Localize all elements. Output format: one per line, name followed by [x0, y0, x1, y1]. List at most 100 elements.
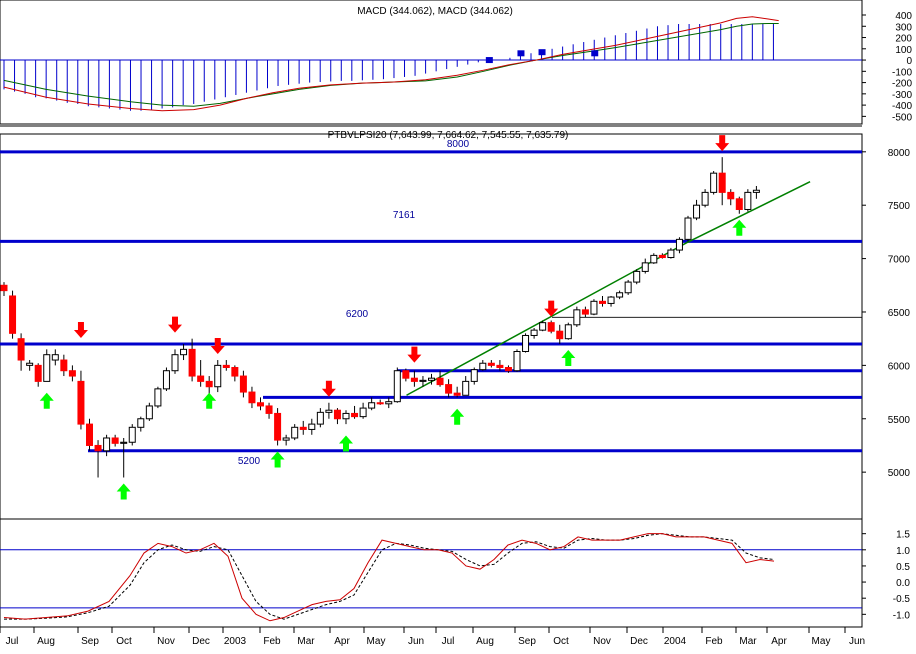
macd-title: MACD (344.062), MACD (344.062) — [357, 6, 513, 17]
sell-arrow-icon — [715, 135, 730, 152]
candle-up — [462, 380, 470, 396]
x-axis-tick-label: Jul — [6, 636, 19, 647]
candle-up — [51, 354, 59, 361]
candle-down — [436, 377, 444, 386]
x-axis-tick-label: Mar — [297, 636, 315, 647]
candle-up — [137, 418, 145, 428]
candle-up — [693, 204, 701, 219]
candle-up — [419, 379, 427, 382]
macd-ytick-label: 0 — [906, 56, 912, 67]
x-axis-tick-label: May — [367, 636, 386, 647]
candle-down — [77, 380, 85, 425]
candle-down — [111, 437, 119, 444]
candle-down — [581, 309, 589, 315]
x-axis-tick-label: Aug — [476, 636, 494, 647]
x-axis-tick-label: Oct — [553, 636, 569, 647]
candle-down — [86, 423, 93, 446]
buy-arrow-icon — [270, 451, 285, 468]
candle-down — [351, 412, 359, 418]
stochastic-panel-frame — [0, 518, 863, 628]
candle-down — [68, 370, 76, 377]
macd-ytick-label: 400 — [895, 11, 912, 22]
stochastic-ytick-label: 1.5 — [896, 530, 910, 541]
sell-arrow-icon — [544, 300, 559, 317]
candle-down — [410, 377, 418, 382]
x-axis-tick-label: Dec — [192, 636, 210, 647]
candle-up — [359, 407, 367, 418]
macd-ytick-label: 300 — [895, 22, 912, 33]
stochastic-ytick-label: -1.0 — [893, 610, 911, 621]
price-ytick-label: 8000 — [888, 148, 911, 159]
candle-up — [607, 296, 615, 304]
candle-down — [265, 405, 273, 414]
candle-up — [752, 189, 760, 193]
candle-up — [428, 377, 435, 381]
candle-up — [633, 270, 641, 283]
candle-down — [599, 300, 606, 304]
support-line-label: 8000 — [447, 139, 470, 150]
x-axis-tick-label: Sep — [518, 636, 536, 647]
macd-line — [3, 16, 779, 112]
candle-down — [658, 254, 666, 259]
candle-up — [342, 412, 350, 420]
candle-down — [17, 338, 25, 361]
x-axis-tick-label: Apr — [771, 636, 787, 647]
buy-arrow-icon — [339, 435, 353, 452]
price-ytick-label: 7000 — [888, 255, 911, 266]
macd-ytick-label: -500 — [892, 112, 912, 123]
candle-down — [222, 364, 230, 369]
candle-up — [180, 348, 188, 356]
macd-ytick-label: 100 — [895, 45, 912, 56]
candle-up — [128, 426, 136, 443]
candle-down — [487, 362, 495, 366]
trendline — [406, 181, 811, 396]
x-axis-tick-label: Nov — [593, 636, 611, 647]
stochastic-k-line — [3, 533, 775, 622]
candle-up — [479, 362, 487, 371]
candle-up — [162, 370, 170, 390]
candle-up — [701, 191, 709, 206]
macd-ytick-label: -200 — [892, 79, 912, 90]
candle-down — [248, 391, 256, 404]
candle-up — [744, 191, 752, 210]
stochastic-ytick-label: -0.5 — [893, 594, 911, 605]
price-ytick-label: 6000 — [888, 361, 911, 372]
candle-up — [564, 324, 572, 340]
candle-down — [376, 402, 384, 405]
macd-marker — [591, 50, 599, 57]
stochastic-ytick-label: 0.0 — [896, 578, 910, 589]
candle-down — [547, 322, 555, 332]
price-ytick-label: 5000 — [888, 468, 911, 479]
candle-up — [667, 249, 675, 259]
x-axis-tick-label: Feb — [705, 636, 723, 647]
candle-down — [34, 364, 42, 382]
stochastic-d-line — [4, 533, 775, 620]
candle-up — [43, 354, 51, 382]
candle-up — [616, 292, 624, 298]
candle-down — [274, 412, 282, 441]
candle-down — [9, 295, 17, 334]
candle-down — [735, 198, 743, 210]
x-axis-tick-label: Aug — [37, 636, 55, 647]
candle-down — [239, 375, 247, 393]
candle-up — [650, 254, 658, 264]
buy-arrow-icon — [116, 483, 131, 500]
candle-down — [402, 370, 410, 379]
stochastic-ytick-label: 1.0 — [896, 546, 910, 557]
x-axis-tick-label: 2004 — [664, 636, 687, 647]
x-axis-tick-label: Jun — [849, 636, 865, 647]
macd-ytick-label: -100 — [892, 67, 912, 78]
macd-marker — [485, 57, 493, 64]
sell-arrow-icon — [407, 346, 422, 363]
candle-down — [231, 367, 239, 377]
support-line-label: 6200 — [346, 309, 369, 320]
candle-up — [145, 405, 153, 420]
buy-arrow-icon — [39, 392, 54, 409]
candle-up — [641, 262, 649, 272]
macd-ytick-label: -300 — [892, 90, 912, 101]
macd-ytick-label: 200 — [895, 34, 912, 45]
candle-up — [103, 437, 111, 452]
candle-up — [308, 423, 316, 430]
macd-ytick-label: -400 — [892, 101, 912, 112]
